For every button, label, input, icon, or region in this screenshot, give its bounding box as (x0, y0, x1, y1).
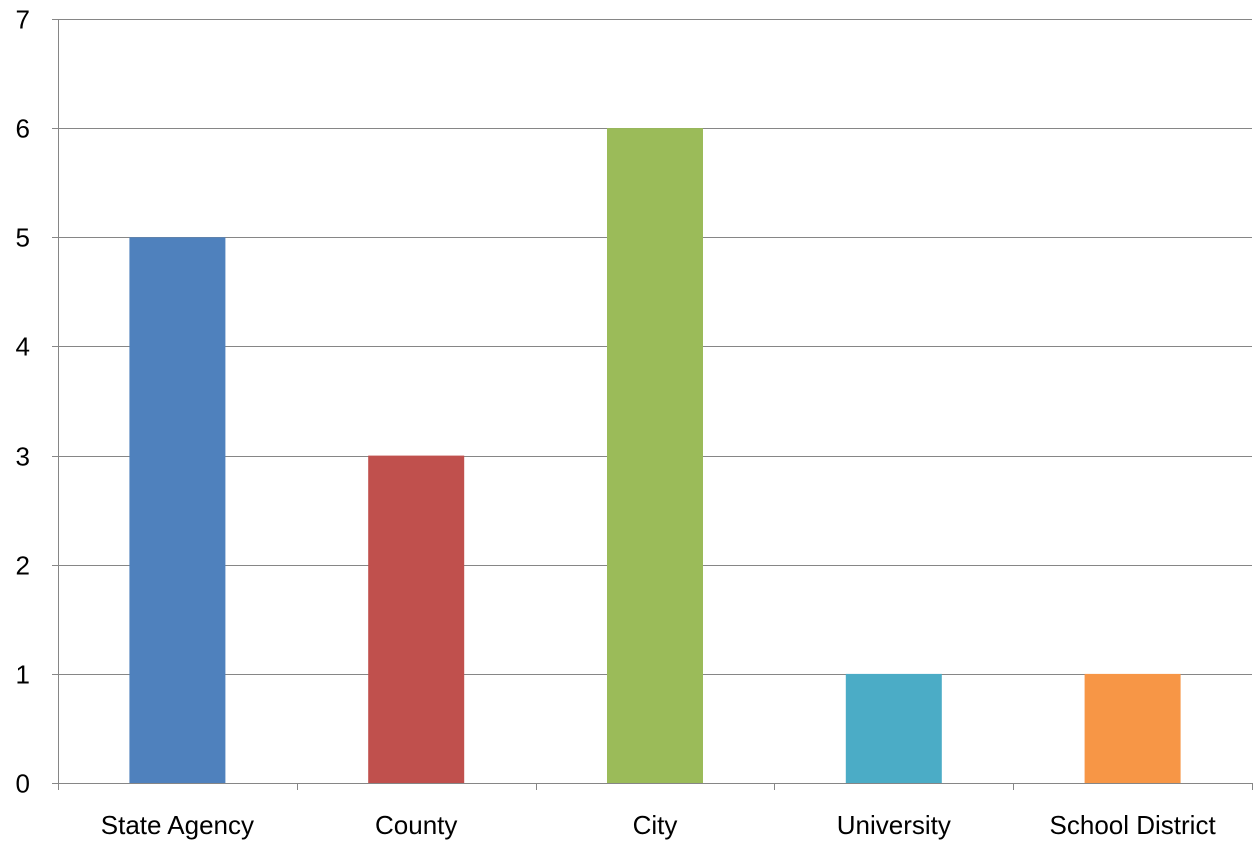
x-tick-label: University (837, 810, 951, 840)
x-tick-labels: State Agency County City University School D… (101, 810, 1217, 840)
y-tick-label: 4 (16, 332, 30, 362)
y-tick-label: 2 (16, 551, 30, 581)
x-tick-label: State Agency (101, 810, 254, 840)
y-tick-label: 5 (16, 223, 30, 253)
bar-city (607, 128, 703, 784)
y-tick-label: 7 (16, 5, 30, 35)
y-tick-labels: 0 1 2 3 4 5 6 7 (16, 5, 30, 799)
bars (129, 128, 1181, 784)
x-tick-label: School District (1050, 810, 1217, 840)
x-tick-label: City (633, 810, 678, 840)
y-tick-label: 0 (16, 769, 30, 799)
bar-school-district (1084, 673, 1181, 783)
bar-county (368, 455, 465, 783)
y-tick-label: 3 (16, 442, 30, 472)
bar-state-agency (129, 237, 226, 784)
y-tick-label: 6 (16, 114, 30, 144)
bar-university (845, 673, 942, 783)
y-tick-label: 1 (16, 660, 30, 690)
x-tick-label: County (375, 810, 457, 840)
axes (52, 19, 1253, 790)
